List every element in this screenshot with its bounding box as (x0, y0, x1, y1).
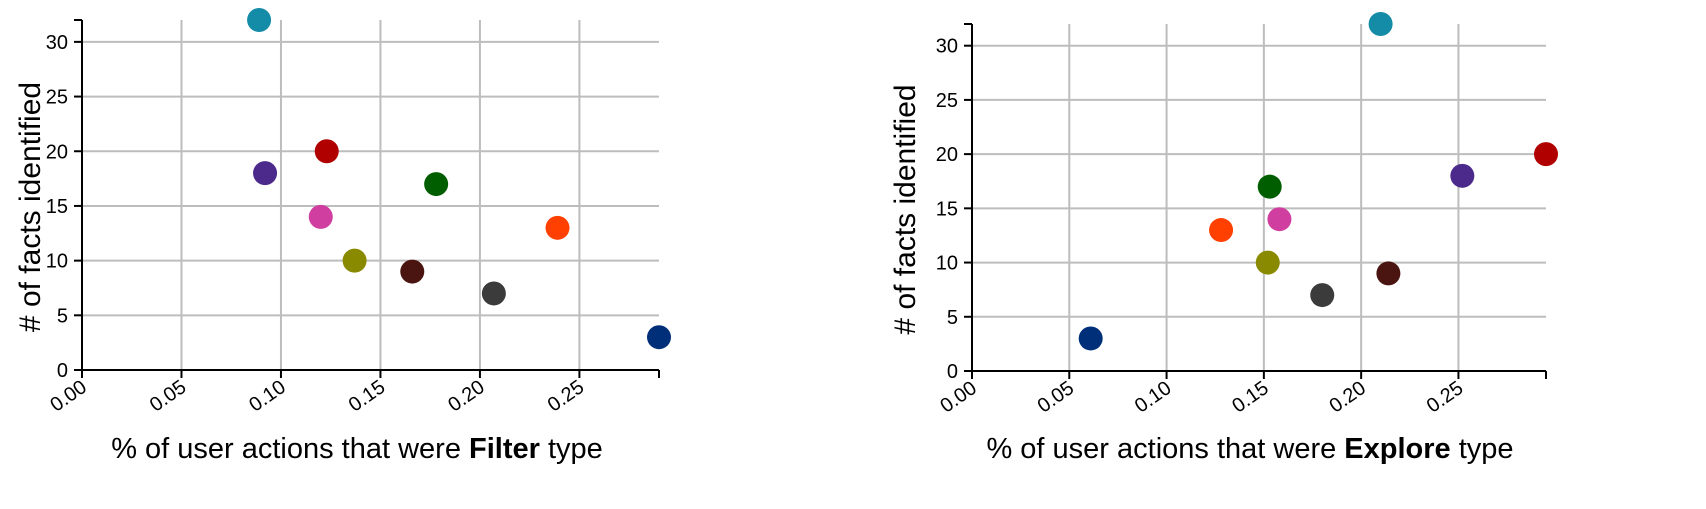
scatter-point (1078, 326, 1103, 351)
y-axis-label: # of facts identified (889, 84, 922, 334)
chart-2: 0 5 10 15 20 25 30 0.00 0.05 0.10 0.15 0.20 0.25 # of… (889, 12, 1558, 465)
scatter-point (314, 139, 339, 164)
y-tick-label: 5 (57, 305, 68, 327)
y-tick-label: 20 (936, 144, 958, 166)
points (247, 8, 671, 350)
points (1078, 12, 1558, 351)
y-tick-label: 25 (936, 90, 958, 112)
y-tick-label: 10 (936, 253, 958, 275)
x-axis-label-pre: % of user actions that were (986, 433, 1344, 465)
y-tick-label: 15 (46, 196, 68, 218)
chart-1: 0 5 10 15 20 25 30 0.00 0.05 0.10 0.15 0.20 0.25 # of… (14, 8, 671, 465)
x-tick-label: 0.00 (46, 376, 91, 416)
x-axis-label-bold: Filter (469, 433, 540, 465)
scatter-point (1376, 261, 1401, 286)
x-axis-label: % of user actions that were Filter type (111, 433, 603, 465)
x-tick-label: 0.20 (444, 376, 489, 416)
y-tick-label: 10 (46, 251, 68, 273)
scatter-point (1450, 163, 1475, 188)
x-axis-label-post: type (540, 433, 603, 465)
x-tick-label: 0.05 (146, 376, 191, 416)
scatter-point (481, 281, 506, 306)
y-tick-label: 5 (947, 307, 958, 329)
grid (82, 20, 659, 370)
scatter-point (1257, 174, 1282, 199)
y-axis-label: # of facts identified (14, 82, 47, 332)
scatter-point (1209, 218, 1234, 243)
scatter-point (424, 172, 449, 197)
scatter-point (308, 204, 333, 229)
x-axis-label-bold: Explore (1344, 433, 1450, 465)
scatter-point (400, 259, 425, 284)
scatter-point (1310, 283, 1335, 308)
x-tick-label: 0.15 (345, 376, 390, 416)
scatter-point (1267, 207, 1292, 232)
y-tick-label: 20 (46, 141, 68, 163)
scatter-point (342, 248, 367, 273)
y-tick-label: 30 (46, 32, 68, 54)
x-axis-label-pre: % of user actions that were (111, 433, 469, 465)
x-tick-label: 0.25 (1423, 377, 1468, 417)
x-axis-label: % of user actions that were Explore type (986, 433, 1513, 465)
scatter-point (1255, 250, 1280, 275)
scatter-point (247, 8, 272, 32)
x-tick-label: 0.25 (544, 376, 589, 416)
x-tick-label: 0.10 (1131, 377, 1176, 417)
x-tick-label: 0.10 (245, 376, 290, 416)
x-tick-label: 0.05 (1034, 377, 1079, 417)
y-tick-label: 0 (947, 361, 958, 383)
x-tick-label: 0.20 (1326, 377, 1371, 417)
x-tick-label: 0.00 (936, 377, 981, 417)
scatter-point (253, 161, 278, 186)
x-axis-label-post: type (1451, 433, 1514, 465)
scatter-point (1534, 142, 1558, 167)
y-tick-label: 25 (46, 87, 68, 109)
scatter-point (545, 215, 570, 240)
x-tick-label: 0.15 (1228, 377, 1273, 417)
grid (972, 24, 1546, 371)
y-tick-label: 0 (57, 360, 68, 382)
scatter-point (647, 325, 671, 350)
y-tick-label: 15 (936, 198, 958, 220)
scatter-point (1368, 12, 1393, 36)
y-tick-label: 30 (936, 36, 958, 58)
